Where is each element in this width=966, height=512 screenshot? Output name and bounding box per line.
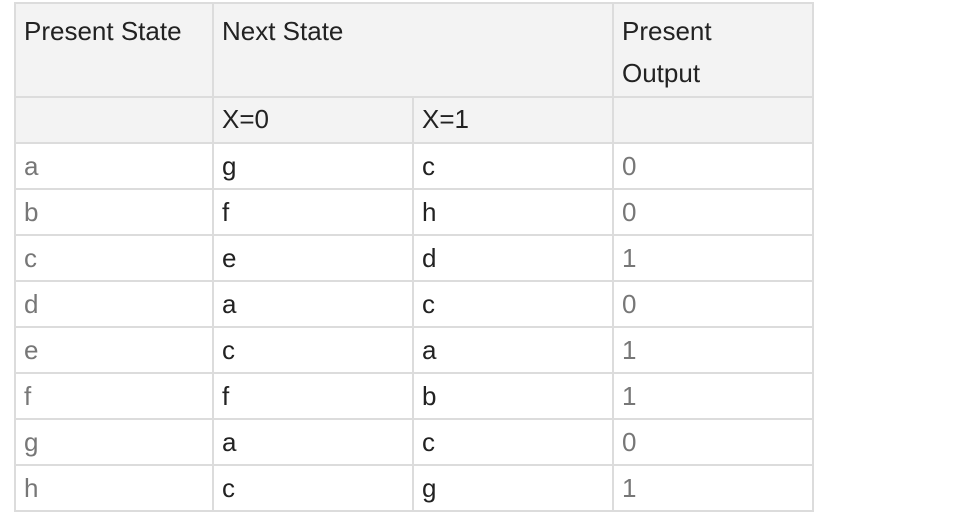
state-cell: c [14,234,214,282]
output-cell: 1 [612,464,814,512]
state-cell: d [14,280,214,328]
next-state-x1-cell: d [412,234,614,282]
header-row: Present State Next State Present Output [14,2,814,98]
state-table: Present State Next State Present Output … [14,2,814,512]
empty-subheader-cell [14,96,214,144]
next-state-x1-cell: a [412,326,614,374]
present-output-header-label: Present Output [622,16,712,88]
next-state-x0-cell: g [212,142,414,190]
next-state-x1-cell: b [412,372,614,420]
output-cell: 1 [612,326,814,374]
output-cell: 0 [612,418,814,466]
next-state-x0-cell: a [212,418,414,466]
table-header: Present State Next State Present Output … [14,2,814,144]
output-cell: 0 [612,280,814,328]
output-cell: 1 [612,372,814,420]
state-cell: h [14,464,214,512]
next-state-x0-cell: f [212,188,414,236]
present-state-header: Present State [14,2,214,98]
x0-subheader: X=0 [212,96,414,144]
output-cell: 0 [612,142,814,190]
next-state-x0-cell: a [212,280,414,328]
present-output-header: Present Output [612,2,814,98]
next-state-x0-cell: e [212,234,414,282]
state-cell: f [14,372,214,420]
state-cell: g [14,418,214,466]
empty-subheader-cell [612,96,814,144]
next-state-x1-cell: c [412,280,614,328]
next-state-x1-cell: c [412,142,614,190]
next-state-x0-cell: f [212,372,414,420]
next-state-x1-cell: h [412,188,614,236]
state-cell: a [14,142,214,190]
state-cell: e [14,326,214,374]
output-cell: 1 [612,234,814,282]
next-state-x0-cell: c [212,326,414,374]
next-state-x0-cell: c [212,464,414,512]
next-state-x1-cell: c [412,418,614,466]
output-cell: 0 [612,188,814,236]
next-state-x1-cell: g [412,464,614,512]
x1-subheader: X=1 [412,96,614,144]
next-state-header: Next State [212,2,614,98]
state-cell: b [14,188,214,236]
subheader-row: X=0 X=1 [14,96,814,144]
